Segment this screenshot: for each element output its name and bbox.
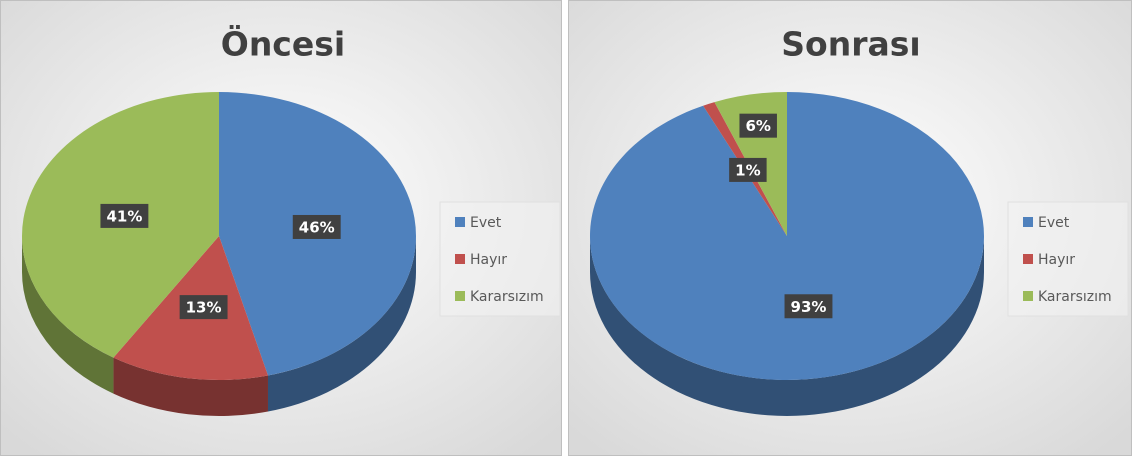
data-label-box	[100, 203, 149, 228]
legend-label: Hayır	[1038, 252, 1075, 268]
data-label-box	[292, 214, 341, 239]
legend-label: Evet	[470, 215, 502, 231]
legend-label: Kararsızım	[470, 289, 544, 305]
legend-label: Kararsızım	[1038, 289, 1112, 305]
legend-label: Hayır	[470, 252, 507, 268]
legend-swatch	[455, 254, 465, 264]
data-label-box	[179, 295, 228, 320]
slice-side	[590, 236, 984, 416]
legend-label: Evet	[1038, 215, 1070, 231]
chart-title: Sonrası	[781, 25, 920, 64]
chart-panel: Sonrası 93% 1% 6% Evet Hayır Kararsızım	[568, 0, 1132, 456]
data-label-box	[739, 113, 777, 138]
legend-swatch	[455, 291, 465, 301]
slice-side	[267, 236, 416, 412]
slice	[589, 92, 984, 380]
data-label: 46%	[299, 218, 335, 236]
slice-side	[113, 357, 268, 416]
legend-swatch	[1023, 217, 1033, 227]
chart-title: Öncesi	[221, 24, 345, 64]
data-label: 1%	[735, 161, 760, 179]
chart-panel: Öncesi 46% 13% 41% Evet Hayır Kararsızım	[0, 0, 562, 456]
data-label: 41%	[106, 207, 142, 225]
legend-swatch	[1023, 291, 1033, 301]
data-label: 13%	[186, 299, 222, 317]
data-label-box	[784, 294, 833, 319]
legend-swatch	[1023, 254, 1033, 264]
data-label: 6%	[745, 117, 770, 135]
legend-swatch	[455, 217, 465, 227]
data-label: 93%	[791, 298, 827, 316]
slice-side	[22, 236, 114, 394]
data-label-box	[729, 157, 767, 182]
